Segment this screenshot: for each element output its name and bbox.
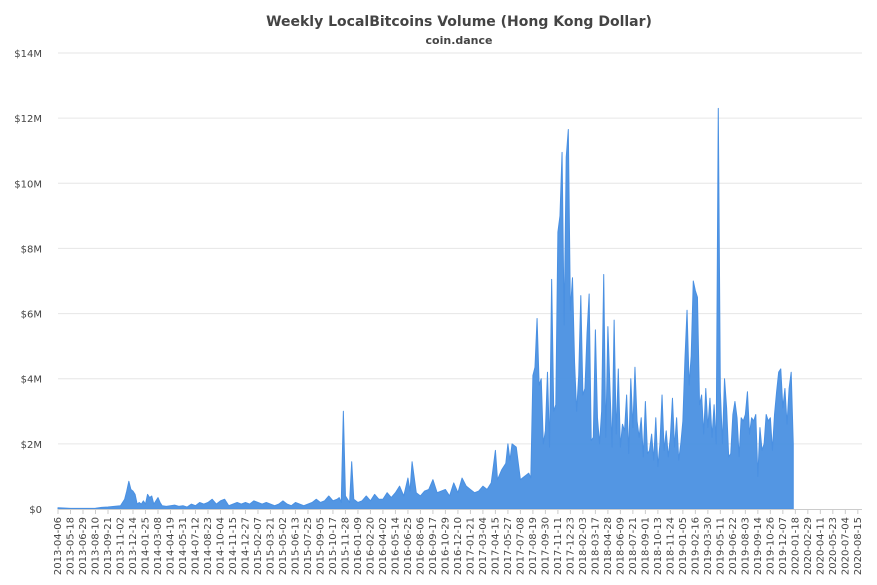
y-tick-label: $4M — [21, 375, 42, 386]
x-tick-label: 2016-10-29 — [440, 517, 451, 575]
x-tick-label: 2017-05-27 — [503, 517, 514, 575]
x-tick-label: 2018-10-13 — [653, 517, 664, 575]
x-tick-label: 2013-11-02 — [115, 517, 126, 575]
x-tick-label: 2013-09-21 — [103, 517, 114, 575]
x-tick-label: 2019-12-07 — [778, 517, 789, 575]
x-tick-label: 2017-03-04 — [478, 517, 489, 575]
x-tick-label: 2018-04-28 — [603, 517, 614, 575]
x-tick-label: 2013-05-18 — [65, 517, 76, 575]
x-tick-label: 2014-07-12 — [190, 517, 201, 575]
x-tick-label: 2020-08-15 — [853, 517, 864, 575]
x-tick-label: 2016-05-14 — [390, 517, 401, 575]
x-tick-label: 2016-09-17 — [428, 517, 439, 575]
x-tick-label: 2018-11-24 — [665, 517, 676, 575]
x-tick-label: 2014-04-19 — [165, 517, 176, 575]
x-tick-label: 2015-09-05 — [315, 517, 326, 575]
y-tick-label: $12M — [14, 114, 42, 125]
y-tick-label: $2M — [21, 440, 42, 451]
x-tick-label: 2015-06-13 — [290, 517, 301, 575]
x-tick-label: 2018-07-21 — [628, 517, 639, 575]
chart-title: Weekly LocalBitcoins Volume (Hong Kong D… — [266, 14, 652, 30]
x-tick-label: 2013-12-14 — [128, 517, 139, 575]
y-tick-label: $6M — [21, 310, 42, 321]
x-tick-label: 2019-08-03 — [740, 517, 751, 575]
x-tick-label: 2017-04-15 — [490, 517, 501, 575]
x-tick-label: 2017-01-21 — [465, 517, 476, 575]
x-tick-label: 2020-05-23 — [828, 517, 839, 575]
x-tick-label: 2019-06-22 — [728, 517, 739, 575]
x-axis: 2013-04-06 2013-05-18 2013-06-29 2013-08-10… — [53, 509, 864, 575]
x-tick-label: 2019-02-16 — [690, 517, 701, 575]
x-tick-label: 2016-08-06 — [415, 517, 426, 575]
x-tick-label: 2013-04-06 — [53, 517, 64, 575]
x-tick-label: 2015-10-17 — [328, 517, 339, 575]
x-tick-label: 2016-01-09 — [353, 517, 364, 575]
x-tick-label: 2014-11-15 — [228, 517, 239, 575]
x-tick-label: 2014-03-08 — [153, 517, 164, 575]
x-tick-label: 2018-06-09 — [615, 517, 626, 575]
x-tick-label: 2019-09-14 — [753, 517, 764, 575]
grid-layer — [58, 52, 862, 445]
x-tick-label: 2020-02-29 — [803, 517, 814, 575]
x-tick-label: 2014-05-31 — [178, 517, 189, 575]
x-tick-label: 2014-08-23 — [203, 517, 214, 575]
x-tick-label: 2016-04-02 — [378, 517, 389, 575]
x-tick-label: 2017-09-30 — [540, 517, 551, 575]
x-tick-label: 2016-02-20 — [365, 517, 376, 575]
x-tick-label: 2013-08-10 — [90, 517, 101, 575]
x-tick-label: 2017-11-11 — [553, 517, 564, 575]
x-tick-label: 2015-02-07 — [253, 517, 264, 575]
x-tick-label: 2014-01-25 — [140, 517, 151, 575]
area-layer — [57, 107, 794, 510]
y-axis-labels: $0 $2M $4M $6M $8M $10M $12M $14M — [14, 49, 42, 516]
x-tick-label: 2019-10-26 — [765, 517, 776, 575]
x-tick-label: 2018-09-01 — [640, 517, 651, 575]
x-tick-label: 2014-10-04 — [215, 517, 226, 575]
x-tick-label: 2019-03-30 — [703, 517, 714, 575]
x-tick-label: 2019-05-11 — [715, 517, 726, 575]
x-tick-label: 2015-11-28 — [340, 517, 351, 575]
y-tick-label: $8M — [21, 244, 42, 255]
x-tick-label: 2017-08-19 — [528, 517, 539, 575]
x-tick-label: 2020-01-18 — [790, 517, 801, 575]
x-tick-label: 2020-07-04 — [840, 517, 851, 575]
x-tick-label: 2019-01-05 — [678, 517, 689, 575]
x-tick-label: 2013-06-29 — [78, 517, 89, 575]
y-tick-label: $10M — [14, 179, 42, 190]
x-tick-label: 2015-03-21 — [265, 517, 276, 575]
x-tick-label: 2015-07-25 — [303, 517, 314, 575]
y-tick-label: $14M — [14, 49, 42, 60]
x-tick-label: 2017-07-08 — [515, 517, 526, 575]
y-tick-label: $0 — [29, 505, 42, 516]
x-tick-label: 2018-02-03 — [578, 517, 589, 575]
x-tick-label: 2018-03-17 — [590, 517, 601, 575]
x-tick-label: 2020-04-11 — [815, 517, 826, 575]
x-tick-label: 2016-12-10 — [453, 517, 464, 575]
x-tick-label: 2014-12-27 — [240, 517, 251, 575]
series-area-1 — [57, 107, 794, 510]
x-tick-label: 2016-06-25 — [403, 517, 414, 575]
x-tick-label: 2017-12-23 — [565, 517, 576, 575]
chart-subtitle: coin.dance — [426, 34, 493, 47]
x-tick-label: 2015-05-02 — [278, 517, 289, 575]
